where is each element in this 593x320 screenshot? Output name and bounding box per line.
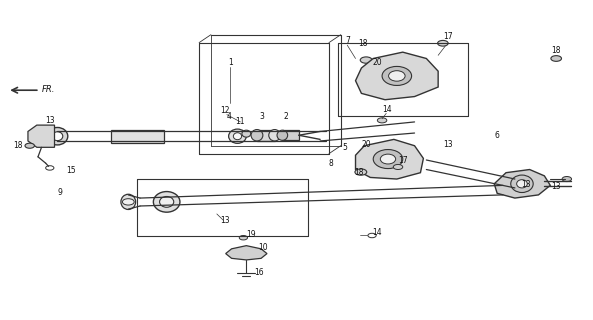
Text: 17: 17 <box>443 32 452 42</box>
Text: 1: 1 <box>229 58 234 67</box>
Text: 13: 13 <box>220 216 229 226</box>
Circle shape <box>393 164 403 170</box>
Text: 12: 12 <box>220 106 229 115</box>
Ellipse shape <box>373 149 403 169</box>
Ellipse shape <box>380 154 396 164</box>
Ellipse shape <box>517 180 527 188</box>
Text: 8: 8 <box>329 159 333 168</box>
Text: 2: 2 <box>283 112 288 121</box>
Text: 14: 14 <box>382 105 392 115</box>
Ellipse shape <box>229 129 246 143</box>
Text: 11: 11 <box>235 117 245 126</box>
Ellipse shape <box>382 67 412 85</box>
Circle shape <box>25 143 34 148</box>
Text: 14: 14 <box>372 228 382 236</box>
Circle shape <box>122 199 134 205</box>
Bar <box>110 130 164 142</box>
Ellipse shape <box>269 130 280 141</box>
Text: 10: 10 <box>258 244 268 252</box>
Circle shape <box>377 118 387 123</box>
Text: 13: 13 <box>46 116 55 125</box>
Polygon shape <box>494 170 550 198</box>
Circle shape <box>551 56 562 61</box>
Text: 17: 17 <box>398 156 407 165</box>
Text: 20: 20 <box>372 58 382 67</box>
Ellipse shape <box>251 130 263 141</box>
Circle shape <box>562 177 572 181</box>
Circle shape <box>360 57 372 63</box>
Text: 13: 13 <box>551 181 561 190</box>
Ellipse shape <box>160 196 174 207</box>
Text: 20: 20 <box>361 140 371 149</box>
Ellipse shape <box>277 130 288 140</box>
Circle shape <box>438 40 448 46</box>
Text: 13: 13 <box>521 180 530 189</box>
Text: 18: 18 <box>359 39 368 48</box>
Text: 16: 16 <box>254 268 264 277</box>
Text: 5: 5 <box>343 143 347 153</box>
Text: 18: 18 <box>551 46 561 55</box>
Polygon shape <box>356 140 423 179</box>
Text: 18: 18 <box>13 141 23 150</box>
Ellipse shape <box>154 192 180 212</box>
Text: 19: 19 <box>246 230 256 239</box>
Ellipse shape <box>121 194 136 210</box>
Text: 13: 13 <box>443 140 452 149</box>
Polygon shape <box>356 52 438 100</box>
Circle shape <box>239 236 247 240</box>
Text: 6: 6 <box>495 132 500 140</box>
Circle shape <box>355 169 366 175</box>
Polygon shape <box>226 246 267 260</box>
Text: 7: 7 <box>345 36 350 44</box>
Text: 18: 18 <box>354 168 364 177</box>
Text: 4: 4 <box>227 112 232 121</box>
Bar <box>257 130 275 141</box>
Ellipse shape <box>242 130 251 137</box>
Text: 9: 9 <box>58 188 62 197</box>
Ellipse shape <box>52 132 63 141</box>
Text: FR.: FR. <box>42 85 55 94</box>
Ellipse shape <box>234 133 241 140</box>
Ellipse shape <box>47 127 68 145</box>
Text: 3: 3 <box>260 112 265 121</box>
Text: 15: 15 <box>66 166 76 175</box>
Ellipse shape <box>388 71 405 81</box>
Ellipse shape <box>511 175 533 193</box>
Polygon shape <box>28 125 55 147</box>
Bar <box>282 130 299 140</box>
